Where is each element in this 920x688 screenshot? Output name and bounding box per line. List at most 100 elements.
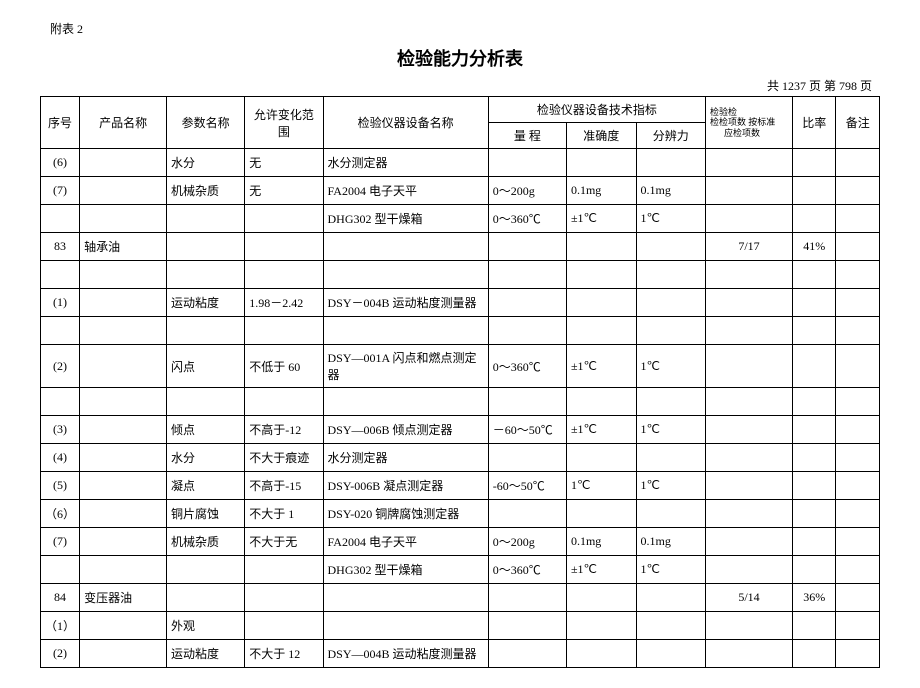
cell-range: 无 (245, 177, 323, 205)
page-title: 检验能力分析表 (40, 45, 880, 71)
cell-param: 运动粘度 (167, 640, 245, 668)
cell-param: 凝点 (167, 472, 245, 500)
cell-check (706, 388, 793, 416)
cell-ratio (792, 528, 835, 556)
cell-ratio (792, 149, 835, 177)
cell-product (80, 612, 167, 640)
cell-ratio (792, 205, 835, 233)
cell-spec-res (636, 149, 706, 177)
cell-equip: DHG302 型干燥箱 (323, 205, 488, 233)
cell-spec-range: 0～200g (488, 177, 566, 205)
cell-check (706, 345, 793, 388)
table-row (41, 317, 880, 345)
cell-note (836, 500, 880, 528)
cell-param (167, 261, 245, 289)
cell-note (836, 317, 880, 345)
cell-seq: (5) (41, 472, 80, 500)
th-check-l2: 检检项数 按标准 (710, 117, 788, 127)
cell-check: 5/14 (706, 584, 793, 612)
cell-product (80, 472, 167, 500)
cell-ratio: 41% (792, 233, 835, 261)
cell-param (167, 584, 245, 612)
cell-ratio (792, 317, 835, 345)
cell-equip (323, 612, 488, 640)
cell-range: 不高于-15 (245, 472, 323, 500)
th-check-l3: 应检项数 (710, 128, 788, 138)
th-range: 允许变化范围 (245, 97, 323, 149)
cell-seq: 84 (41, 584, 80, 612)
cell-spec-res (636, 261, 706, 289)
table-row: (4)水分不大于痕迹水分测定器 (41, 444, 880, 472)
cell-equip: DSY—001A 闪点和燃点测定器 (323, 345, 488, 388)
cell-spec-range: 0～200g (488, 528, 566, 556)
th-param: 参数名称 (167, 97, 245, 149)
cell-equip (323, 584, 488, 612)
cell-spec-acc (566, 233, 636, 261)
cell-ratio (792, 444, 835, 472)
th-spec-range: 量 程 (488, 123, 566, 149)
cell-spec-range: 0～360℃ (488, 205, 566, 233)
table-row (41, 261, 880, 289)
cell-product (80, 416, 167, 444)
cell-range (245, 584, 323, 612)
cell-spec-acc (566, 261, 636, 289)
cell-range: 1.98－2.42 (245, 289, 323, 317)
cell-spec-acc: ±1℃ (566, 205, 636, 233)
table-row: 83轴承油7/1741% (41, 233, 880, 261)
cell-spec-res (636, 233, 706, 261)
cell-equip: DSY—006B 倾点测定器 (323, 416, 488, 444)
cell-param (167, 388, 245, 416)
table-row: DHG302 型干燥箱0～360℃±1℃1℃ (41, 556, 880, 584)
table-row: (6)水分无水分测定器 (41, 149, 880, 177)
cell-ratio (792, 289, 835, 317)
cell-seq: (2) (41, 345, 80, 388)
cell-check (706, 612, 793, 640)
cell-product (80, 556, 167, 584)
cell-param (167, 233, 245, 261)
cell-note (836, 261, 880, 289)
cell-spec-res (636, 584, 706, 612)
cell-spec-acc (566, 317, 636, 345)
table-row: (7)机械杂质无FA2004 电子天平0～200g0.1mg0.1mg (41, 177, 880, 205)
th-spec-group: 检验仪器设备技术指标 (488, 97, 705, 123)
cell-equip: 水分测定器 (323, 149, 488, 177)
cell-spec-range (488, 233, 566, 261)
th-note: 备注 (836, 97, 880, 149)
cell-check: 7/17 (706, 233, 793, 261)
th-equip: 检验仪器设备名称 (323, 97, 488, 149)
cell-spec-res (636, 612, 706, 640)
cell-note (836, 289, 880, 317)
cell-seq: （6） (41, 500, 80, 528)
th-check: 检验检 检检项数 按标准 应检项数 (706, 97, 793, 149)
cell-spec-acc (566, 640, 636, 668)
cell-product (80, 528, 167, 556)
cell-note (836, 149, 880, 177)
analysis-table: 序号 产品名称 参数名称 允许变化范围 检验仪器设备名称 检验仪器设备技术指标 … (40, 96, 880, 668)
cell-seq (41, 317, 80, 345)
table-row: (7)机械杂质不大于无FA2004 电子天平0～200g0.1mg0.1mg (41, 528, 880, 556)
cell-spec-range (488, 444, 566, 472)
cell-ratio (792, 472, 835, 500)
cell-spec-range (488, 612, 566, 640)
cell-check (706, 149, 793, 177)
cell-spec-range: 0～360℃ (488, 345, 566, 388)
cell-spec-range (488, 149, 566, 177)
cell-spec-res (636, 444, 706, 472)
cell-spec-acc: ±1℃ (566, 416, 636, 444)
cell-check (706, 556, 793, 584)
cell-spec-range: -60～50℃ (488, 472, 566, 500)
cell-spec-res: 0.1mg (636, 177, 706, 205)
cell-spec-acc (566, 149, 636, 177)
cell-param: 水分 (167, 444, 245, 472)
table-row: 84变压器油5/1436% (41, 584, 880, 612)
cell-seq: （1） (41, 612, 80, 640)
cell-seq: (6) (41, 149, 80, 177)
cell-product (80, 444, 167, 472)
cell-spec-acc: 0.1mg (566, 177, 636, 205)
cell-seq: (7) (41, 528, 80, 556)
cell-note (836, 612, 880, 640)
table-row (41, 388, 880, 416)
cell-spec-res: 1℃ (636, 205, 706, 233)
cell-equip (323, 317, 488, 345)
cell-seq: (2) (41, 640, 80, 668)
